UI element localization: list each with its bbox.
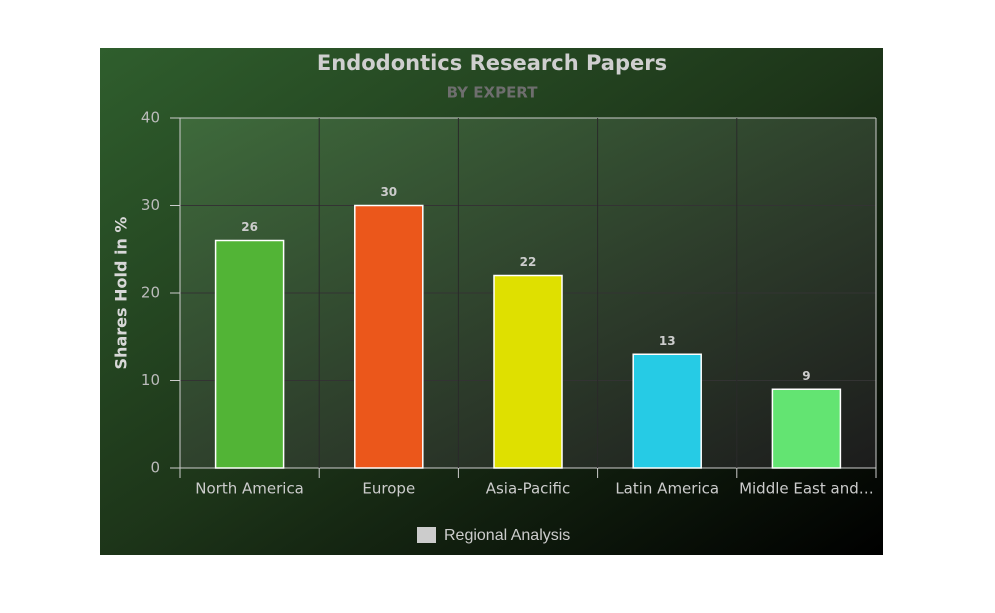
bar [632, 353, 702, 469]
data-label: 9 [802, 369, 810, 383]
x-tick-label: Asia-Pacific [486, 480, 571, 498]
data-label: 26 [241, 220, 258, 234]
data-label: 13 [659, 334, 676, 348]
x-tick-label: North America [195, 480, 304, 498]
bar [493, 274, 563, 469]
data-label: 22 [520, 255, 537, 269]
data-label: 30 [380, 185, 397, 199]
legend-swatch [417, 527, 436, 543]
chart-title: Endodontics Research Papers [317, 51, 667, 75]
chart-subtitle: BY EXPERT [447, 84, 539, 102]
y-tick-label: 40 [141, 109, 160, 127]
y-tick-label: 20 [141, 284, 160, 302]
y-tick-label: 0 [150, 459, 160, 477]
y-tick-label: 30 [141, 196, 160, 214]
legend-label: Regional Analysis [444, 527, 570, 544]
y-tick-label: 10 [141, 371, 160, 389]
bar [214, 239, 285, 469]
bar [354, 204, 424, 469]
x-tick-label: Europe [362, 480, 415, 498]
x-tick-label: Middle East and… [739, 480, 874, 498]
bar [771, 388, 842, 469]
x-tick-label: Latin America [615, 480, 719, 498]
y-axis-label: Shares Hold in % [112, 217, 131, 370]
